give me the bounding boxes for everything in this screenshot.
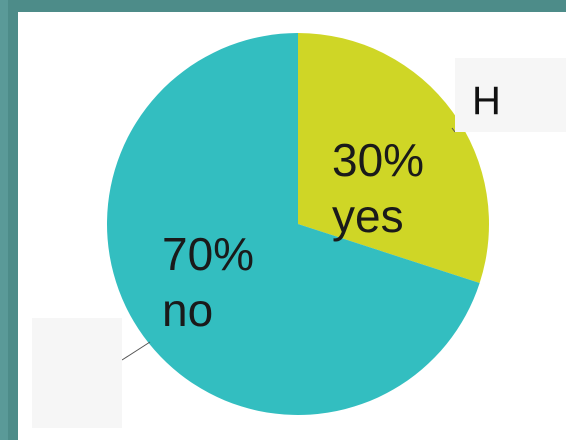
slice-category-label-yes: yes — [332, 190, 404, 242]
callout-bottom-left[interactable] — [32, 318, 122, 428]
pie-slices — [107, 33, 489, 415]
pie-labels: 30%yes 70%no — [162, 134, 424, 336]
slice-percent-label-no: 70% — [162, 228, 254, 280]
callout-text: H — [472, 79, 501, 123]
pie-slice-yes[interactable] — [298, 33, 489, 284]
callout-top-right[interactable]: H — [455, 58, 566, 132]
callout-leader-line — [451, 127, 456, 133]
callout-box — [455, 58, 566, 132]
callout-box — [32, 318, 122, 428]
slice-percent-label-yes: 30% — [332, 134, 424, 186]
callout-leader-line — [121, 341, 151, 361]
pie-slice-no[interactable] — [107, 33, 480, 415]
slice-category-label-no: no — [162, 284, 213, 336]
